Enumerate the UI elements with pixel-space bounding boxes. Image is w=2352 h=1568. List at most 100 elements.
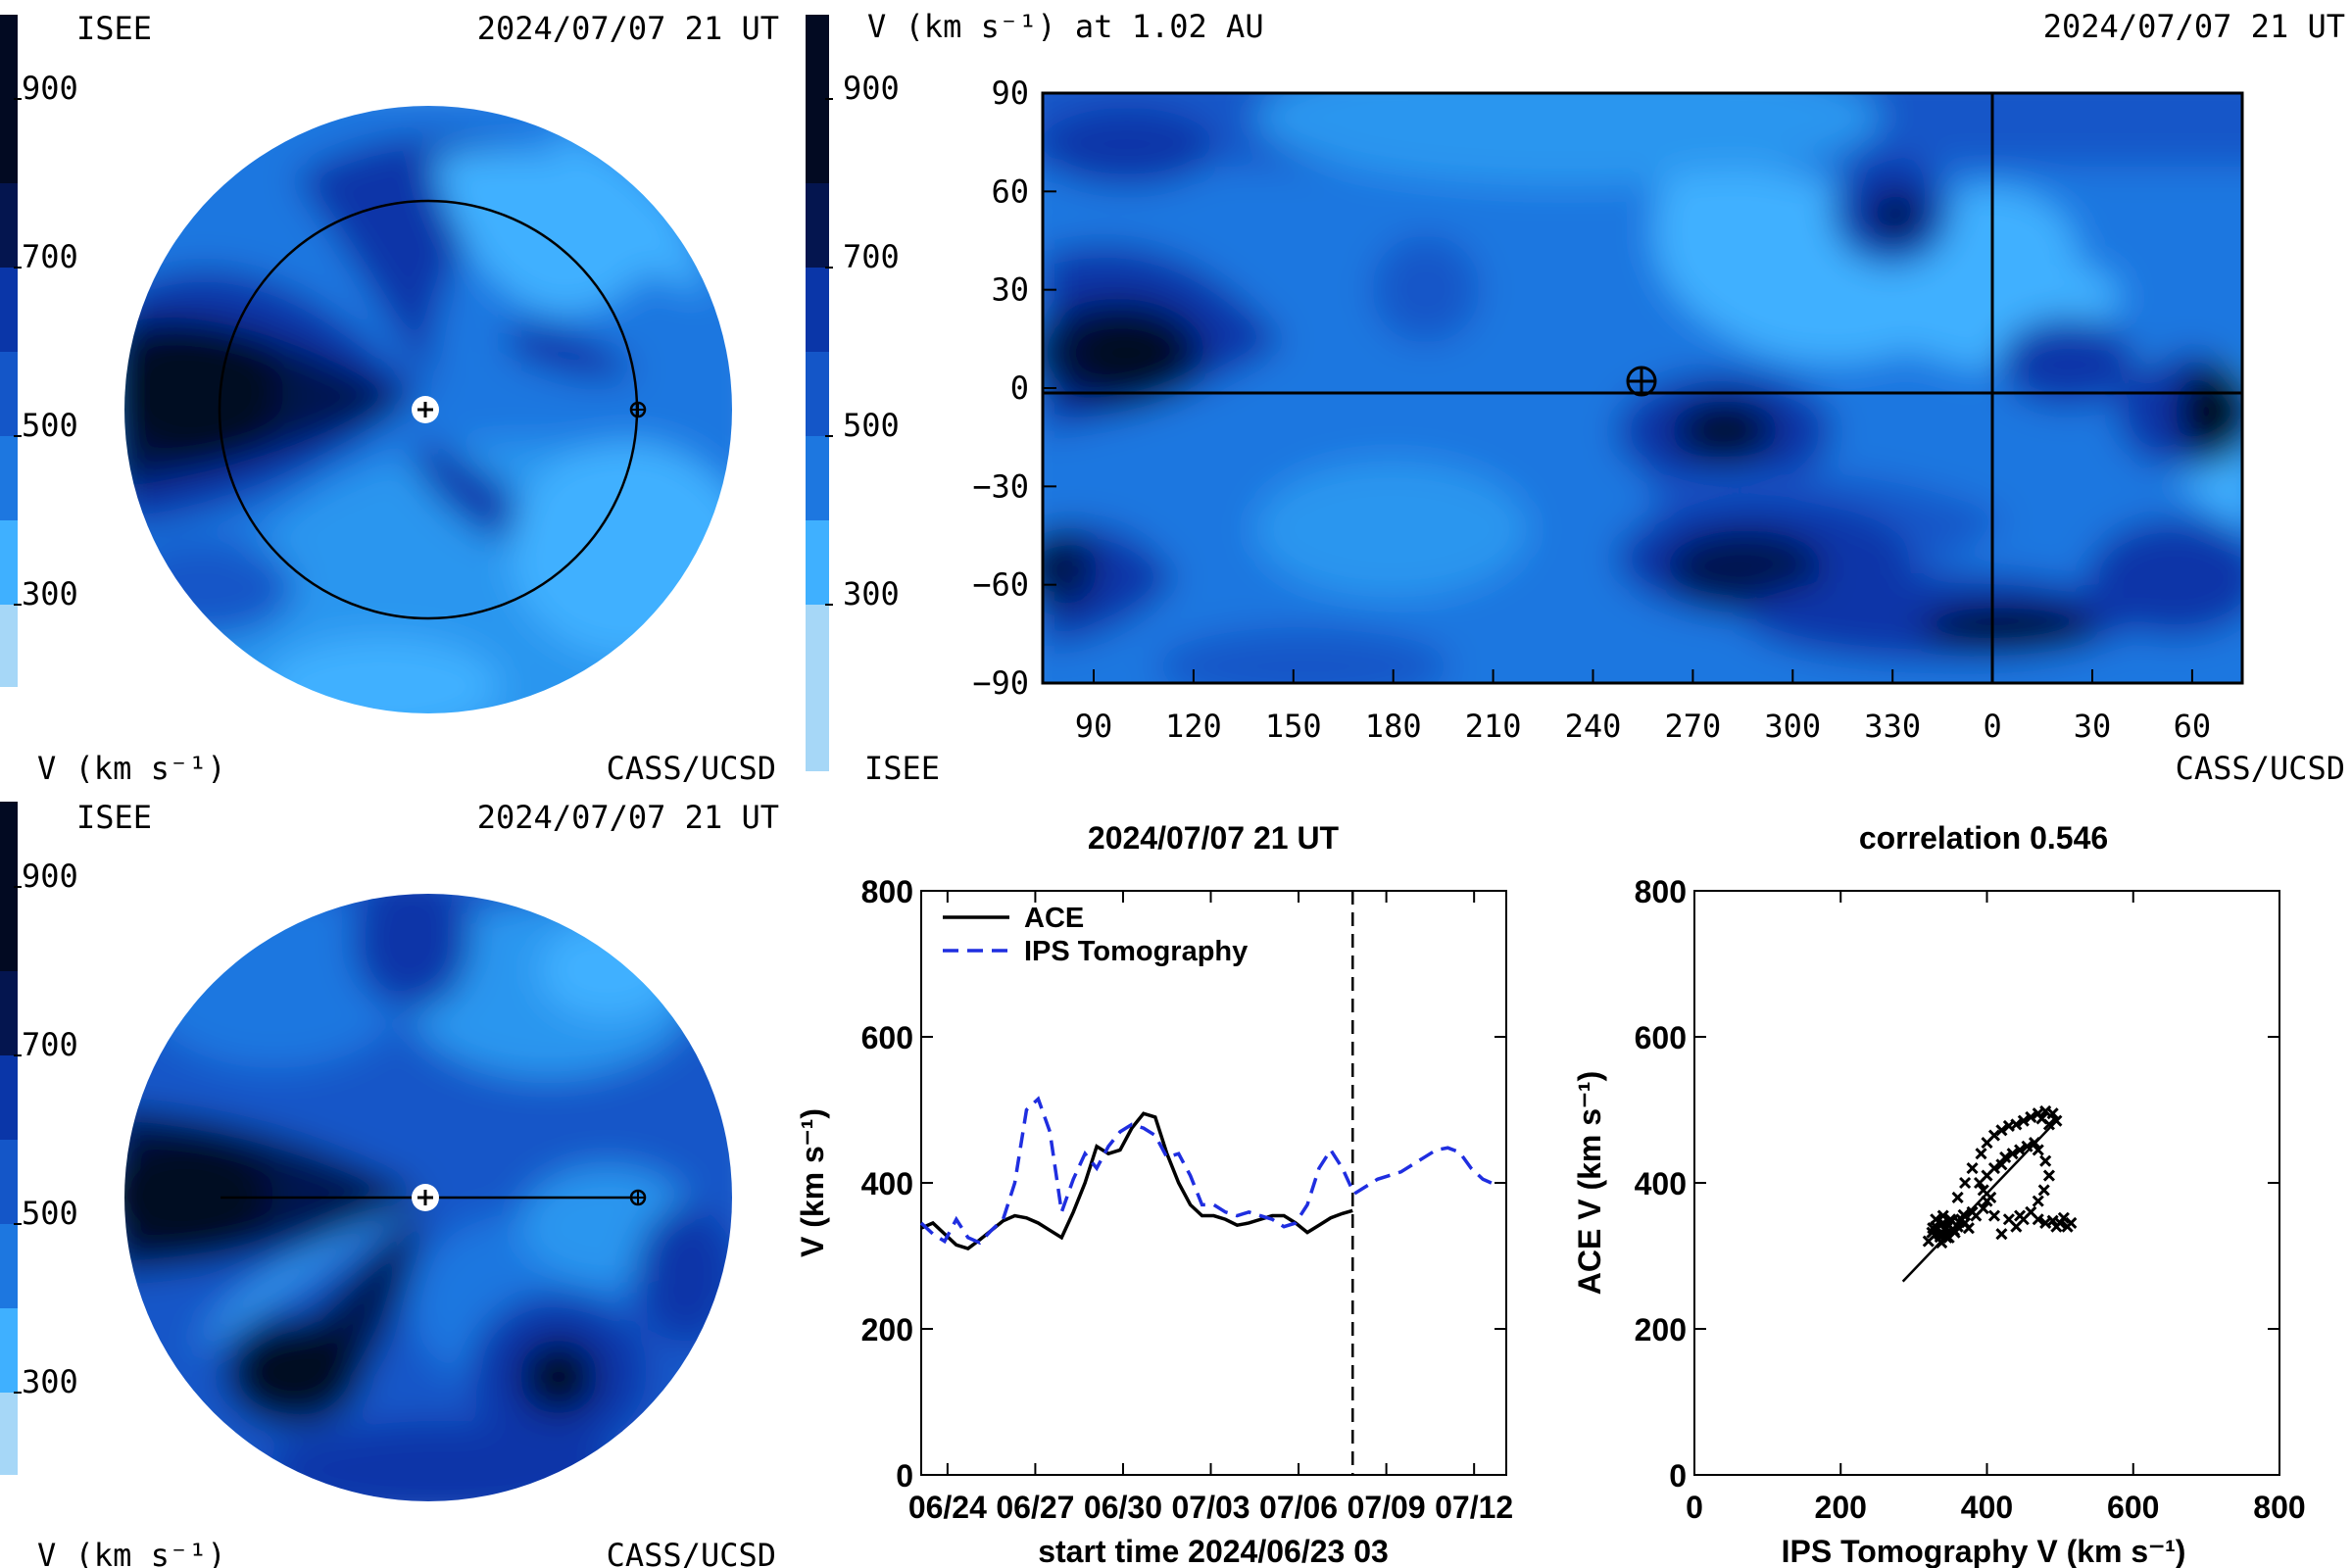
scatter-point	[2065, 1216, 2078, 1230]
scatter-point	[1953, 1216, 1966, 1229]
ts-y-tick-label: 600	[861, 1020, 913, 1055]
ts-x-tick-label: 06/27	[996, 1490, 1074, 1525]
colorbar-level-9	[0, 802, 18, 971]
scatter-point	[1987, 1162, 2001, 1175]
timeseries-frame	[920, 890, 1507, 1476]
cbar-tick-300: 300	[22, 575, 78, 612]
sc-x-tick-label: 200	[1815, 1490, 1867, 1525]
scatter-point	[1957, 1208, 1970, 1221]
colorbar-level-7	[0, 1055, 18, 1140]
cbar-tick-500: 500	[843, 407, 900, 444]
scatter-point	[2046, 1107, 2059, 1120]
colorbar-level-5	[0, 1224, 18, 1308]
cbar-tick-300: 300	[22, 1363, 78, 1400]
sun-cross-icon	[417, 1190, 433, 1205]
map-colorbar: 900 700 500 300	[806, 15, 900, 771]
colorbar-level-8	[0, 971, 18, 1055]
ts-y-tick-label: 400	[861, 1166, 913, 1201]
timeseries-panel: 2024/07/07 21 UT 0 200 400 600 800 06/24 06/27…	[795, 820, 1513, 1568]
sc-y-tick-label: 0	[1669, 1458, 1687, 1494]
map-x-tick-label: 90	[1075, 708, 1113, 745]
colorbar-level-6	[0, 1140, 18, 1224]
colorbar-level-6	[806, 352, 829, 436]
ts-y-tick-label: 0	[896, 1458, 913, 1494]
colorbar-level-8	[806, 183, 829, 268]
colorbar-level-6	[0, 352, 18, 436]
sc-x-tick-label: 600	[2107, 1490, 2159, 1525]
ts-x-tick-label: 07/06	[1259, 1490, 1338, 1525]
cbar-tick-700: 700	[22, 238, 78, 275]
timeseries-ylabel: V (km s⁻¹)	[795, 1108, 830, 1257]
sc-y-tick-label: 600	[1635, 1020, 1687, 1055]
scatter-panel: correlation 0.546 0 200 400 600 800 0 200 400 60…	[1572, 820, 2306, 1568]
map-x-tick-label: 300	[1764, 708, 1821, 745]
scatter-point	[1987, 1129, 2001, 1142]
top-left-colorbar: 900 700 500 300	[0, 15, 78, 687]
map-x-tick-label: 210	[1465, 708, 1522, 745]
scatter-point	[1927, 1222, 1939, 1235]
scatter-point	[1951, 1191, 1964, 1203]
colorbar-level-3	[0, 605, 18, 687]
velocity-unit-label: V (km s⁻¹)	[37, 750, 226, 787]
ts-y-tick-label: 800	[861, 874, 913, 909]
ts-x-tick-label: 07/12	[1435, 1490, 1513, 1525]
sc-x-tick-label: 800	[2253, 1490, 2305, 1525]
scatter-point	[2025, 1110, 2037, 1124]
scatter-point	[2006, 1148, 2019, 1160]
map-x-tick-label: 60	[2174, 708, 2212, 745]
map-y-tick-label: −90	[972, 664, 1029, 702]
scatter-point	[2032, 1144, 2044, 1156]
map-x-tick-label: 0	[1983, 708, 2001, 745]
scatter-points	[1922, 1104, 2078, 1250]
scatter-point	[1999, 1151, 2012, 1163]
scatter-ylabel: ACE V (km s⁻¹)	[1572, 1071, 1607, 1295]
scatter-point	[2014, 1144, 2027, 1156]
colorbar-level-4	[0, 1308, 18, 1393]
datetime-label: 2024/07/07 21 UT	[2043, 8, 2345, 45]
map-y-tick-label: 0	[1010, 369, 1029, 407]
scatter-point	[1966, 1162, 1979, 1175]
top-left-contour-field	[124, 106, 732, 713]
colorbar-level-5	[806, 436, 829, 520]
map-header: V (km s⁻¹) at 1.02 AU	[867, 8, 1264, 45]
scatter-point	[2032, 1213, 2044, 1226]
sc-y-tick-label: 800	[1635, 874, 1687, 909]
map-y-tick-label: 60	[991, 172, 1029, 210]
scatter-point	[1977, 1202, 1989, 1215]
cbar-tick-700: 700	[22, 1026, 78, 1063]
scatter-point	[1948, 1226, 1961, 1239]
scatter-frame	[1693, 890, 2280, 1476]
cbar-tick-900: 900	[22, 70, 78, 107]
ips-series-line	[919, 1096, 1495, 1246]
map-y-tick-label: 90	[991, 74, 1029, 112]
colorbar-level-4	[0, 520, 18, 605]
cass-ucsd-label: CASS/UCSD	[607, 750, 776, 787]
scatter-point	[1995, 1158, 2008, 1171]
scatter-point	[2017, 1114, 2030, 1127]
scatter-point	[2035, 1112, 2048, 1125]
scatter-point	[2010, 1118, 2023, 1131]
map-x-tick-label: 150	[1265, 708, 1322, 745]
map-x-axis: 90 120 150 180 210 240 270 300 330 0 30 60	[1075, 669, 2211, 745]
timeseries-legend: ACE IPS Tomography	[943, 903, 1248, 967]
datetime-label: 2024/07/07 21 UT	[477, 10, 779, 47]
cbar-tick-300: 300	[843, 575, 900, 612]
ace-series-line	[920, 1111, 1353, 1250]
cbar-tick-700: 700	[843, 238, 900, 275]
scatter-point	[2037, 1184, 2050, 1197]
scatter-point	[2050, 1114, 2063, 1127]
scatter-xlabel: IPS Tomography V (km s⁻¹)	[1782, 1534, 2186, 1568]
scatter-point	[1995, 1228, 2008, 1241]
scatter-point	[2028, 1136, 2041, 1150]
colorbar-level-3	[806, 605, 829, 771]
cbar-tick-500: 500	[22, 1195, 78, 1232]
cbar-tick-500: 500	[22, 407, 78, 444]
cbar-tick-900: 900	[22, 858, 78, 895]
bottom-left-panel: 900 700 500 300 ISEE 2024/07/07 21 UT V …	[0, 799, 779, 1568]
ts-x-tick-label: 07/03	[1171, 1490, 1250, 1525]
velocity-unit-label: V (km s⁻¹)	[37, 1537, 226, 1568]
colorbar-level-3	[0, 1393, 18, 1475]
sc-x-tick-label: 0	[1686, 1490, 1703, 1525]
scatter-point	[2014, 1209, 2027, 1222]
